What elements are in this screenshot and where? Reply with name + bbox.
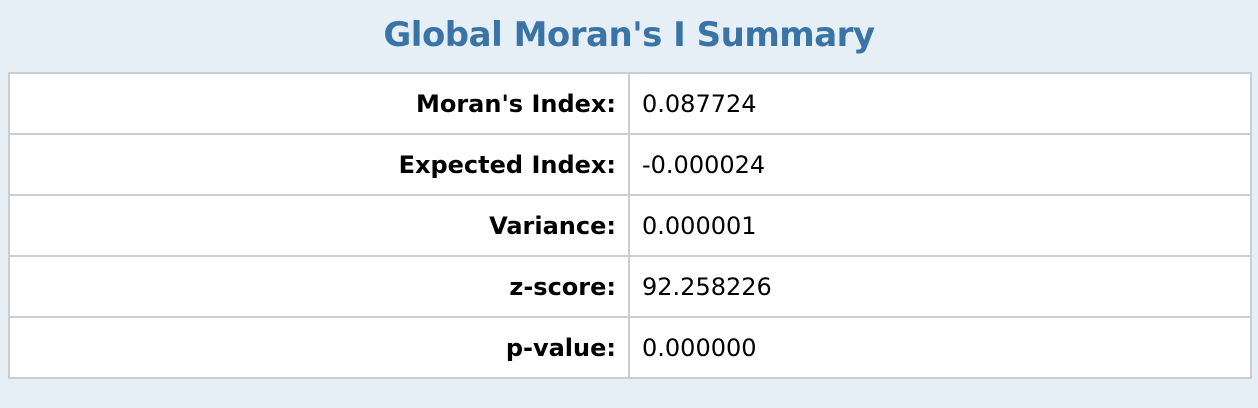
row-label: Moran's Index: [8,72,630,135]
page-title: Global Moran's I Summary [383,15,875,55]
row-label: z-score: [8,255,630,318]
row-label: Expected Index: [8,133,630,196]
row-label: Variance: [8,194,630,257]
row-value: -0.000024 [628,133,1252,196]
row-label: p-value: [8,316,630,379]
table-row-morans-index: Moran's Index: 0.087724 [8,72,1252,135]
table-row-z-score: z-score: 92.258226 [8,255,1252,318]
table-row-expected-index: Expected Index: -0.000024 [8,133,1252,196]
row-value: 0.000000 [628,316,1252,379]
summary-table: Moran's Index: 0.087724 Expected Index: … [8,72,1252,379]
row-value: 0.000001 [628,194,1252,257]
row-value: 0.087724 [628,72,1252,135]
table-row-p-value: p-value: 0.000000 [8,316,1252,379]
table-row-variance: Variance: 0.000001 [8,194,1252,257]
row-value: 92.258226 [628,255,1252,318]
